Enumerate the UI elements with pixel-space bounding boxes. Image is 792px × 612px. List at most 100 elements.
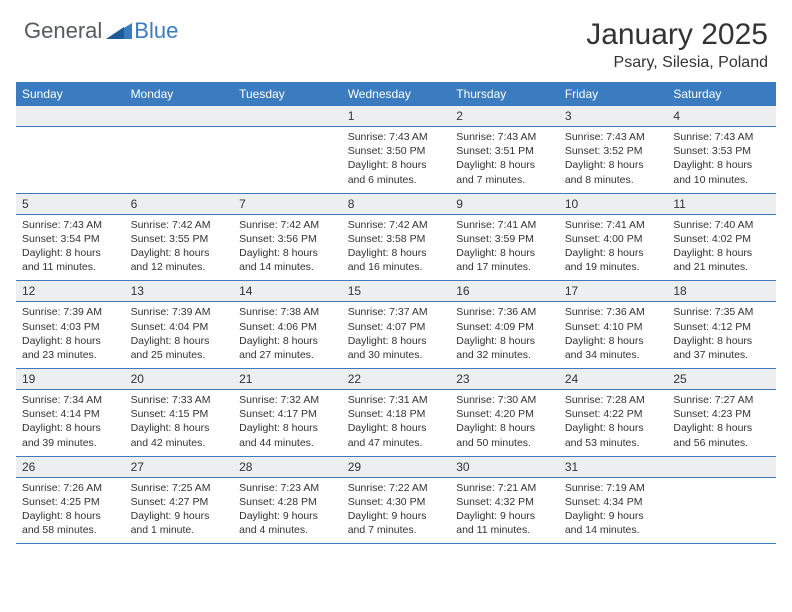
weekday-header: Thursday [450,82,559,106]
sunset-line: Sunset: 4:20 PM [456,408,534,420]
day-number-cell: 29 [342,456,451,477]
daylight-line: Daylight: 8 hours [131,247,210,259]
day-number-cell: 30 [450,456,559,477]
sunset-line: Sunset: 4:00 PM [565,233,643,245]
day-data-cell: Sunrise: 7:42 AMSunset: 3:56 PMDaylight:… [233,214,342,281]
daylight-line-2: and 47 minutes. [348,437,423,449]
sunrise-line: Sunrise: 7:31 AM [348,394,428,406]
daylight-line-2: and 23 minutes. [22,349,97,361]
weekday-header: Wednesday [342,82,451,106]
logo-text-blue: Blue [134,18,178,44]
daylight-line: Daylight: 9 hours [239,510,318,522]
daylight-line-2: and 11 minutes. [22,261,96,273]
sunset-line: Sunset: 4:22 PM [565,408,643,420]
sunrise-line: Sunrise: 7:41 AM [456,219,536,231]
daylight-line-2: and 37 minutes. [673,349,748,361]
daylight-line-2: and 6 minutes. [348,174,417,186]
sunrise-line: Sunrise: 7:42 AM [348,219,428,231]
day-data-cell: Sunrise: 7:43 AMSunset: 3:52 PMDaylight:… [559,127,668,194]
day-data-cell: Sunrise: 7:33 AMSunset: 4:15 PMDaylight:… [125,390,234,457]
month-title: January 2025 [586,18,768,52]
daylight-line: Daylight: 8 hours [673,422,752,434]
day-number-cell: 31 [559,456,668,477]
daylight-line: Daylight: 9 hours [456,510,535,522]
sunrise-line: Sunrise: 7:25 AM [131,482,211,494]
day-data-cell: Sunrise: 7:28 AM Sunset: 4:22 PM Daylight:… [559,390,668,457]
day-number-row: 12131415161718 [16,281,776,302]
day-data-cell: Sunrise: 7:36 AMSunset: 4:10 PMDaylight:… [559,302,668,369]
day-data-cell: Sunrise: 7:36 AMSunset: 4:09 PMDaylight:… [450,302,559,369]
sunset-line: Sunset: 4:10 PM [565,321,643,333]
calendar-table: Sunday Monday Tuesday Wednesday Thursday… [16,82,776,544]
day-data-cell: Sunrise: 7:23 AMSunset: 4:28 PMDaylight:… [233,477,342,544]
sunset-line: Sunset: 4:06 PM [239,321,317,333]
daylight-line-2: and 27 minutes. [239,349,314,361]
daylight-line-2: and 14 minutes. [565,524,640,536]
day-number-cell: 2 [450,106,559,127]
day-number-row: 19202122232425 [16,369,776,390]
sunset-line: Sunset: 4:27 PM [131,496,209,508]
day-number-cell: 23 [450,369,559,390]
daylight-line: Daylight: 8 hours [348,422,427,434]
day-data-cell: Sunrise: 7:42 AMSunset: 3:55 PMDaylight:… [125,214,234,281]
daylight-line-2: and 4 minutes. [239,524,308,536]
daylight-line-2: and 53 minutes. [565,437,640,449]
sunrise-line: Sunrise: 7:22 AM [348,482,428,494]
sunset-line: Sunset: 3:58 PM [348,233,426,245]
day-number-cell: 18 [667,281,776,302]
daylight-line-2: and 44 minutes. [239,437,314,449]
day-number-cell: 15 [342,281,451,302]
daylight-line: Daylight: 8 hours [456,422,535,434]
day-data-cell: Sunrise: 7:34 AMSunset: 4:14 PMDaylight:… [16,390,125,457]
daylight-line: Daylight: 8 hours [456,159,535,171]
sunset-line: Sunset: 4:17 PM [239,408,317,420]
daylight-line: Daylight: 8 hours [565,247,644,259]
day-data-row: Sunrise: 7:43 AMSunset: 3:50 PMDaylight:… [16,127,776,194]
daylight-line: Daylight: 8 hours [348,247,427,259]
sunrise-line: Sunrise: 7:43 AM [348,131,428,143]
daylight-line: Daylight: 8 hours [565,422,644,434]
sunrise-line: Sunrise: 7:37 AM [348,306,428,318]
daylight-line: Daylight: 8 hours [348,159,427,171]
day-number-cell: 6 [125,193,234,214]
day-data-cell: Sunrise: 7:31 AMSunset: 4:18 PMDaylight:… [342,390,451,457]
day-number-cell: 14 [233,281,342,302]
day-data-cell: Sunrise: 7:41 AMSunset: 3:59 PMDaylight:… [450,214,559,281]
day-data-cell [125,127,234,194]
daylight-line-2: and 50 minutes. [456,437,531,449]
sunrise-line: Sunrise: 7:41 AM [565,219,645,231]
day-data-cell [233,127,342,194]
daylight-line-2: and 17 minutes. [456,261,531,273]
sunrise-line: Sunrise: 7:28 AM [565,394,645,406]
sunset-line: Sunset: 4:04 PM [131,321,209,333]
sunrise-line: Sunrise: 7:26 AM [22,482,102,494]
weekday-header: Friday [559,82,668,106]
day-number-cell: 9 [450,193,559,214]
sunset-line: Sunset: 4:28 PM [239,496,317,508]
sunrise-line: Sunrise: 7:39 AM [22,306,102,318]
day-data-cell: Sunrise: 7:39 AMSunset: 4:04 PMDaylight:… [125,302,234,369]
daylight-line: Daylight: 8 hours [348,335,427,347]
weekday-header-row: Sunday Monday Tuesday Wednesday Thursday… [16,82,776,106]
sunrise-line: Sunrise: 7:33 AM [131,394,211,406]
day-data-cell: Sunrise: 7:32 AMSunset: 4:17 PMDaylight:… [233,390,342,457]
daylight-line-2: and 30 minutes. [348,349,423,361]
day-data-cell: Sunrise: 7:40 AMSunset: 4:02 PMDaylight:… [667,214,776,281]
day-data-cell: Sunrise: 7:38 AMSunset: 4:06 PMDaylight:… [233,302,342,369]
sunrise-line: Sunrise: 7:43 AM [673,131,753,143]
sunset-line: Sunset: 4:14 PM [22,408,100,420]
daylight-line: Daylight: 8 hours [239,422,318,434]
sunset-line: Sunset: 4:32 PM [456,496,534,508]
day-number-cell: 8 [342,193,451,214]
daylight-line-2: and 7 minutes. [348,524,417,536]
sunset-line: Sunset: 4:25 PM [22,496,100,508]
sunset-line: Sunset: 4:34 PM [565,496,643,508]
day-data-cell: Sunrise: 7:43 AMSunset: 3:54 PMDaylight:… [16,214,125,281]
sunrise-line: Sunrise: 7:39 AM [131,306,211,318]
day-number-cell: 5 [16,193,125,214]
daylight-line: Daylight: 8 hours [673,335,752,347]
day-data-cell: Sunrise: 7:30 AMSunset: 4:20 PMDaylight:… [450,390,559,457]
daylight-line: Daylight: 8 hours [22,510,101,522]
sunset-line: Sunset: 3:55 PM [131,233,209,245]
daylight-line-2: and 16 minutes. [348,261,423,273]
